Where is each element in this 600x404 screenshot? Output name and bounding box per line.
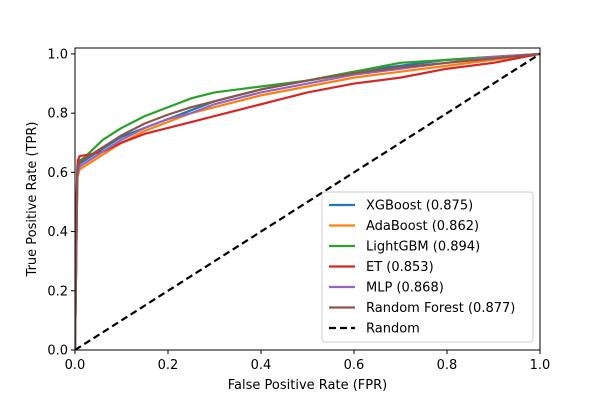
legend-label: Random: [366, 322, 420, 337]
y-tick-label: 0.6: [47, 166, 68, 181]
axes-frame: [74, 47, 541, 351]
legend-label: XGBoost (0.875): [366, 199, 473, 214]
x-tick-label: 0.8: [437, 358, 458, 373]
ticks-layer: 0.0 0.2 0.4 0.6 0.8 1.0 0.0 0.2 0.4 0.6 0.8 1.0: [47, 47, 550, 373]
series-line-random-forest-0-877: [75, 52, 540, 350]
y-tick-label: 0.2: [47, 284, 68, 299]
legend-label: LightGBM (0.894): [366, 240, 480, 255]
legend-label: MLP (0.868): [366, 281, 444, 296]
y-tick-label: 0.0: [47, 344, 68, 359]
x-axis-label: False Positive Rate (FPR): [228, 378, 387, 393]
x-tick-label: 0.4: [251, 358, 272, 373]
x-tick-label: 0.2: [158, 358, 179, 373]
legend-label: ET (0.853): [366, 260, 434, 275]
series-line-mlp-0-868: [75, 52, 540, 350]
legend-label: Random Forest (0.877): [366, 301, 515, 316]
series-line-random: [75, 52, 540, 350]
x-tick-label: 1.0: [530, 358, 551, 373]
series-line-adaboost-0-862: [75, 52, 540, 350]
y-tick-label: 0.4: [47, 225, 68, 240]
series-layer: [75, 52, 540, 350]
x-tick-label: 0.6: [344, 358, 365, 373]
y-tick-label: 0.8: [47, 107, 68, 122]
legend-box: [321, 191, 534, 343]
y-tick-label: 1.0: [47, 47, 68, 62]
x-tick-label: 0.0: [65, 358, 86, 373]
series-line-et-0-853: [75, 52, 540, 350]
y-axis-label: True Positive Rate (TPR): [25, 122, 40, 278]
legend-label: AdaBoost (0.862): [366, 219, 479, 234]
legend: XGBoost (0.875) AdaBoost (0.862) LightGBM …: [321, 191, 534, 343]
series-line-xgboost-0-875: [75, 52, 540, 350]
